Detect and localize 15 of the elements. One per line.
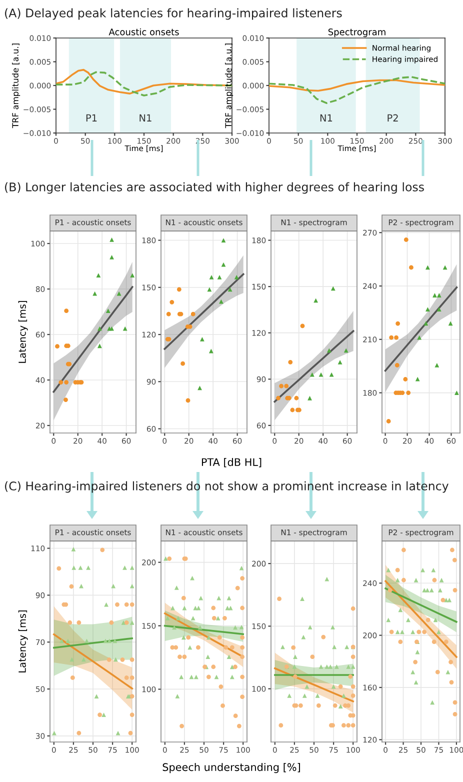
text: (C) Hearing-impaired listeners do not show a prominent increase in latency xyxy=(5,481,448,493)
band-label: P1 xyxy=(86,114,97,122)
x-axis-title: PTA [dB HL] xyxy=(202,458,262,468)
y-axis-title: Latency [ms] xyxy=(18,610,28,672)
band-label: N1 xyxy=(320,114,332,122)
chart-title: Acoustic onsets xyxy=(108,28,179,36)
y-axis-title: TRF amplitude [a.u.] xyxy=(225,44,234,128)
text: (B) Longer latencies are associated with higher degrees of hearing loss xyxy=(5,182,424,194)
x-axis-title: Speech understanding [%] xyxy=(162,763,300,774)
chart-title: Spectrogram xyxy=(328,28,386,38)
text: (A) Delayed peak latencies for hearing-impaired listeners xyxy=(5,8,342,20)
band-label: P2 xyxy=(388,114,398,122)
y-axis-title: Latency [ms] xyxy=(18,301,28,363)
y-axis-title: TRF amplitude [a.u.] xyxy=(12,44,20,128)
band-label: N1 xyxy=(140,114,152,122)
